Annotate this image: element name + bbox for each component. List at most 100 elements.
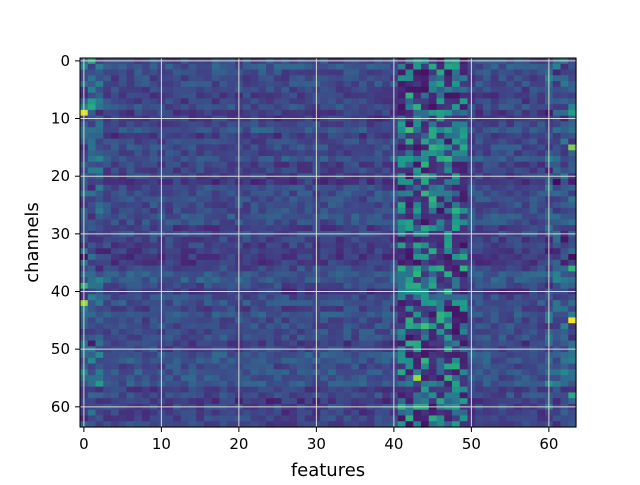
heatmap-cell bbox=[421, 294, 430, 301]
heatmap-cell bbox=[281, 352, 290, 359]
heatmap-cell bbox=[506, 104, 515, 111]
heatmap-cell bbox=[490, 357, 500, 365]
heatmap-cell bbox=[366, 357, 376, 365]
heatmap-cell bbox=[436, 323, 445, 330]
heatmap-cell bbox=[560, 248, 569, 255]
heatmap-cell bbox=[428, 357, 438, 365]
heatmap-cell bbox=[258, 248, 267, 255]
heatmap-cell bbox=[196, 311, 205, 319]
heatmap-cell bbox=[335, 132, 345, 140]
heatmap-cell bbox=[180, 236, 190, 244]
heatmap-cell bbox=[219, 144, 228, 151]
heatmap-cell bbox=[180, 380, 190, 388]
heatmap-cell bbox=[95, 248, 104, 255]
heatmap-cell bbox=[506, 265, 515, 272]
heatmap-cell bbox=[421, 81, 430, 88]
heatmap-cell bbox=[343, 265, 352, 272]
heatmap-cell bbox=[273, 305, 283, 313]
heatmap-cell bbox=[250, 282, 259, 290]
heatmap-cell bbox=[374, 109, 383, 117]
heatmap-cell bbox=[180, 334, 190, 342]
heatmap-cell bbox=[335, 334, 345, 342]
heatmap-cell bbox=[103, 409, 112, 417]
heatmap-cell bbox=[258, 167, 267, 174]
heatmap-cell bbox=[421, 236, 430, 244]
heatmap-cell bbox=[304, 242, 314, 249]
heatmap-cell bbox=[359, 92, 368, 99]
heatmap-cell bbox=[529, 259, 538, 267]
heatmap-cell bbox=[428, 369, 438, 376]
heatmap-cell bbox=[405, 225, 414, 232]
heatmap-cell bbox=[297, 150, 306, 157]
heatmap-cell bbox=[506, 81, 515, 88]
heatmap-cell bbox=[421, 311, 430, 319]
heatmap-cell bbox=[165, 109, 174, 117]
heatmap-cell bbox=[304, 380, 314, 388]
heatmap-cell bbox=[297, 63, 306, 71]
heatmap-cell bbox=[242, 92, 252, 99]
heatmap-cell bbox=[142, 161, 151, 169]
heatmap-cell bbox=[219, 311, 228, 319]
heatmap-cell bbox=[118, 109, 128, 117]
heatmap-cell bbox=[483, 104, 492, 111]
heatmap-cell bbox=[304, 104, 314, 111]
y-tick-label: 50 bbox=[51, 340, 70, 358]
heatmap-cell bbox=[118, 75, 128, 82]
heatmap-cell bbox=[529, 75, 538, 82]
heatmap-cell bbox=[165, 104, 174, 111]
heatmap-cell bbox=[498, 415, 507, 422]
heatmap-cell bbox=[359, 375, 368, 382]
heatmap-cell bbox=[242, 75, 252, 82]
heatmap-cell bbox=[521, 265, 531, 272]
heatmap-cell bbox=[281, 196, 290, 203]
heatmap-cell bbox=[180, 254, 190, 261]
heatmap-cell bbox=[428, 207, 438, 215]
heatmap-cell bbox=[211, 254, 221, 261]
heatmap-cell bbox=[297, 398, 306, 405]
heatmap-cell bbox=[118, 156, 128, 163]
heatmap-cell bbox=[529, 213, 538, 221]
heatmap-cell bbox=[118, 167, 128, 174]
heatmap-cell bbox=[436, 104, 445, 111]
heatmap-cell bbox=[304, 179, 314, 186]
heatmap-cell bbox=[250, 271, 259, 278]
heatmap-cell bbox=[196, 271, 205, 278]
heatmap-cell bbox=[421, 375, 430, 382]
heatmap-cell bbox=[281, 109, 290, 117]
heatmap-cell bbox=[188, 190, 197, 197]
heatmap-cell bbox=[382, 300, 391, 307]
heatmap-cell bbox=[552, 317, 562, 324]
heatmap-cell bbox=[359, 340, 368, 347]
heatmap-cell bbox=[351, 156, 360, 163]
heatmap-cell bbox=[250, 254, 259, 261]
heatmap-cell bbox=[118, 132, 128, 140]
heatmap-cell bbox=[227, 277, 236, 284]
heatmap-cell bbox=[142, 86, 151, 94]
heatmap-cell bbox=[266, 184, 275, 192]
heatmap-cell bbox=[142, 392, 151, 399]
heatmap-cell bbox=[335, 92, 345, 99]
heatmap-cell bbox=[118, 104, 128, 111]
heatmap-cell bbox=[258, 375, 267, 382]
heatmap-cell bbox=[560, 375, 569, 382]
heatmap-cell bbox=[266, 294, 275, 301]
heatmap-cell bbox=[529, 104, 538, 111]
heatmap-cell bbox=[444, 75, 453, 82]
heatmap-cell bbox=[413, 213, 422, 221]
heatmap-cell bbox=[436, 357, 445, 365]
heatmap-cell bbox=[266, 242, 275, 249]
heatmap-cell bbox=[173, 259, 182, 267]
heatmap-cell bbox=[219, 63, 228, 71]
heatmap-cell bbox=[320, 242, 329, 249]
heatmap-cell bbox=[514, 421, 523, 428]
heatmap-cell bbox=[196, 75, 205, 82]
heatmap-cell bbox=[529, 219, 538, 226]
heatmap-cell bbox=[180, 86, 190, 94]
heatmap-cell bbox=[180, 317, 190, 324]
heatmap-cell bbox=[413, 184, 422, 192]
heatmap-cell bbox=[304, 375, 314, 382]
heatmap-cell bbox=[118, 334, 128, 342]
heatmap-cell bbox=[521, 282, 531, 290]
heatmap-cell bbox=[242, 144, 252, 151]
heatmap-cell bbox=[219, 75, 228, 82]
